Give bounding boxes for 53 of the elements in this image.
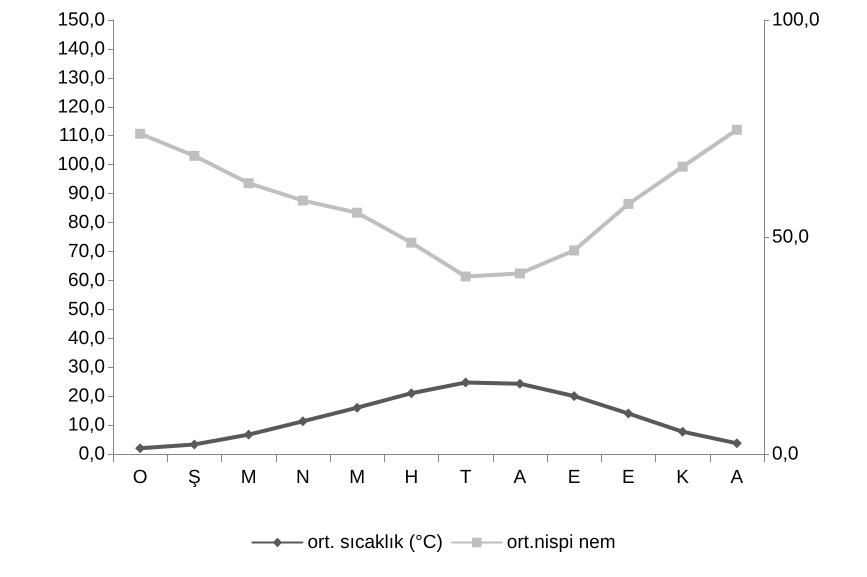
- x-tick-label: E: [568, 467, 580, 488]
- x-tick-label: K: [676, 467, 690, 488]
- y-tick-label: 70,0: [68, 240, 105, 262]
- y-tick-label: 100,0: [57, 154, 105, 176]
- y-tick-label: 140,0: [57, 38, 105, 60]
- x-tick-label: O: [132, 467, 148, 488]
- point: [460, 271, 471, 282]
- y-tick-label: 50,0: [68, 298, 105, 320]
- y-tick-label: 20,0: [68, 386, 105, 407]
- point: [352, 208, 362, 218]
- y-tick-label: 40,0: [68, 328, 105, 349]
- point: [244, 178, 254, 188]
- y-tick-label: 60,0: [68, 270, 105, 291]
- point: [569, 245, 580, 256]
- y-tick-label: 120,0: [57, 96, 105, 118]
- point: [244, 430, 254, 440]
- y2-tick-label: 50,0: [772, 226, 809, 248]
- point: [732, 124, 742, 135]
- x-tick-label: H: [404, 467, 418, 488]
- y-tick-label: 10,0: [68, 414, 105, 436]
- x-tick-label: N: [296, 467, 310, 488]
- x-tick-label: M: [240, 467, 257, 488]
- y-tick-label: 110,0: [58, 125, 105, 146]
- point: [135, 128, 146, 139]
- y-tick-label: 90,0: [68, 183, 105, 204]
- y2-tick-label: 0,0: [772, 444, 798, 464]
- legend-label: ort.nispi nem: [506, 532, 616, 553]
- point: [406, 388, 416, 398]
- x-tick-label: Ş: [188, 467, 201, 488]
- point: [352, 402, 362, 413]
- point: [623, 408, 634, 418]
- y-tick-label: 0,0: [78, 444, 105, 464]
- x-tick-label: A: [514, 467, 527, 488]
- y-tick-label: 150,0: [57, 10, 105, 30]
- x-tick-label: E: [622, 467, 635, 488]
- point: [732, 438, 742, 448]
- point: [678, 426, 688, 437]
- point: [298, 196, 308, 206]
- x-tick-label: A: [730, 467, 744, 488]
- x-tick-label: M: [349, 467, 366, 488]
- point: [623, 199, 634, 210]
- point: [298, 416, 308, 426]
- point: [514, 268, 525, 278]
- point: [569, 391, 580, 402]
- y-tick-label: 30,0: [68, 356, 105, 378]
- point: [406, 238, 416, 248]
- point: [678, 162, 688, 172]
- y-tick-label: 80,0: [68, 212, 105, 234]
- point: [189, 150, 200, 161]
- y2-tick-label: 100,0: [772, 10, 820, 30]
- x-tick-label: T: [460, 467, 472, 488]
- y-tick-label: 130,0: [57, 67, 105, 88]
- legend-label: ort. sıcaklık (°C): [307, 532, 443, 553]
